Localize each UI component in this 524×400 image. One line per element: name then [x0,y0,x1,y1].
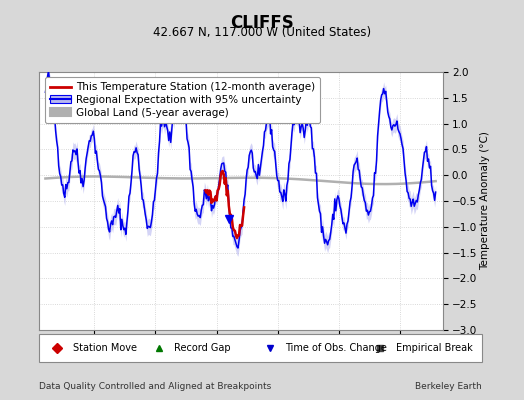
Text: Time of Obs. Change: Time of Obs. Change [285,343,387,353]
Text: Station Move: Station Move [72,343,137,353]
Text: 42.667 N, 117.000 W (United States): 42.667 N, 117.000 W (United States) [153,26,371,39]
FancyBboxPatch shape [39,334,482,362]
Text: CLIFFS: CLIFFS [230,14,294,32]
Text: Data Quality Controlled and Aligned at Breakpoints: Data Quality Controlled and Aligned at B… [39,382,271,391]
Text: Empirical Break: Empirical Break [396,343,473,353]
Y-axis label: Temperature Anomaly (°C): Temperature Anomaly (°C) [480,132,490,270]
Text: Berkeley Earth: Berkeley Earth [416,382,482,391]
Text: Record Gap: Record Gap [174,343,231,353]
Legend: This Temperature Station (12-month average), Regional Expectation with 95% uncer: This Temperature Station (12-month avera… [45,77,320,123]
